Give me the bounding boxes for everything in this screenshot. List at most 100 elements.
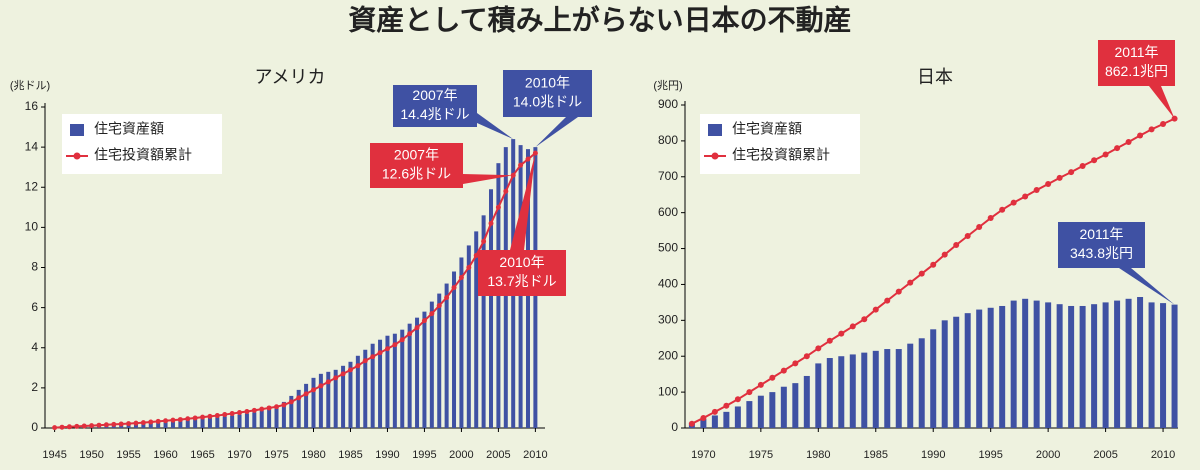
legend-label: 住宅資産額	[94, 121, 164, 137]
callout-pointer	[463, 174, 514, 184]
line-point	[488, 220, 494, 226]
line-point	[746, 389, 753, 396]
bar	[918, 338, 925, 428]
legend-swatch	[73, 152, 81, 160]
line-point	[872, 306, 879, 313]
callout-text: 12.6兆ドル	[382, 166, 451, 182]
line-point	[59, 424, 65, 430]
line-point	[451, 285, 457, 291]
x-tick-label: 1970	[227, 449, 251, 461]
line-point	[884, 297, 891, 304]
y-tick-label: 600	[658, 205, 678, 219]
x-tick-label: 2010	[523, 449, 547, 461]
line-point	[66, 424, 72, 430]
bar	[734, 406, 741, 428]
line-point	[895, 288, 902, 295]
bar	[281, 401, 286, 428]
line-point	[1022, 193, 1029, 200]
bar	[156, 421, 161, 428]
line-point	[148, 419, 154, 425]
y-tick-label: 0	[671, 420, 678, 434]
line-point	[723, 402, 730, 409]
line-point	[826, 337, 833, 344]
callout-text: 2011年	[1079, 226, 1123, 242]
bar	[341, 365, 346, 428]
bar	[489, 189, 494, 428]
line-point	[1010, 199, 1017, 206]
bar	[1148, 302, 1155, 428]
line-point	[1114, 145, 1121, 152]
bar	[237, 414, 242, 428]
callout-text: 862.1兆円	[1105, 63, 1168, 79]
line-point	[711, 408, 718, 415]
x-tick-label: 2000	[449, 449, 473, 461]
page-title: 資産として積み上がらない日本の不動産	[348, 3, 851, 35]
x-tick-label: 1970	[691, 449, 715, 461]
chart-title: アメリカ	[254, 67, 325, 87]
bar	[1091, 304, 1098, 428]
bar	[207, 417, 212, 428]
line-point	[237, 410, 243, 416]
y-tick-label: 12	[25, 179, 39, 193]
line-point	[259, 406, 265, 412]
line-point	[436, 303, 442, 309]
bar	[185, 419, 190, 428]
x-tick-label: 2000	[1036, 449, 1060, 461]
line-point	[1079, 163, 1086, 170]
bar	[826, 358, 833, 428]
bar	[953, 316, 960, 428]
bar	[481, 215, 486, 428]
bar	[711, 415, 718, 428]
line-point	[918, 270, 925, 277]
callout-box	[503, 70, 592, 117]
bar	[392, 333, 397, 428]
bar	[422, 311, 427, 428]
x-tick-label: 1960	[153, 449, 177, 461]
bar	[746, 401, 753, 428]
callout-box	[1058, 222, 1145, 268]
y-tick-label: 6	[31, 300, 38, 314]
x-tick-label: 1955	[116, 449, 140, 461]
bar	[215, 417, 220, 428]
line-point	[384, 346, 390, 352]
y-tick-label: 8	[31, 260, 38, 274]
line-point	[96, 422, 102, 428]
bar	[148, 422, 153, 428]
bar	[289, 395, 294, 428]
line-point	[170, 417, 176, 423]
bar	[259, 410, 264, 428]
line-point	[310, 387, 316, 393]
bar	[930, 329, 937, 428]
line-point	[421, 318, 427, 324]
line-point	[473, 252, 479, 258]
y-tick-label: 0	[31, 420, 38, 434]
line-point	[392, 342, 398, 348]
bar	[1137, 297, 1144, 428]
callout-box	[1098, 40, 1175, 86]
line-point	[185, 416, 191, 422]
line-point	[281, 402, 287, 408]
line-point	[89, 423, 95, 429]
line-point	[118, 421, 124, 427]
line-point	[200, 414, 206, 420]
line-point	[52, 425, 58, 431]
bar	[1114, 300, 1121, 428]
line-point	[803, 353, 810, 360]
line-point	[325, 379, 331, 385]
y-tick-label: 800	[658, 133, 678, 147]
line-point	[999, 206, 1006, 213]
line-point	[266, 405, 272, 411]
line-point	[407, 331, 413, 337]
callout-text: 2007年	[412, 87, 457, 103]
bar	[274, 406, 279, 428]
callout-text: 14.0兆ドル	[513, 94, 582, 110]
line-point	[103, 422, 109, 428]
callout-text: 14.4兆ドル	[400, 106, 469, 122]
legend-swatch	[70, 124, 84, 136]
x-tick-label: 1990	[375, 449, 399, 461]
line-point	[414, 325, 420, 331]
bar	[1125, 298, 1132, 428]
bar	[333, 369, 338, 428]
